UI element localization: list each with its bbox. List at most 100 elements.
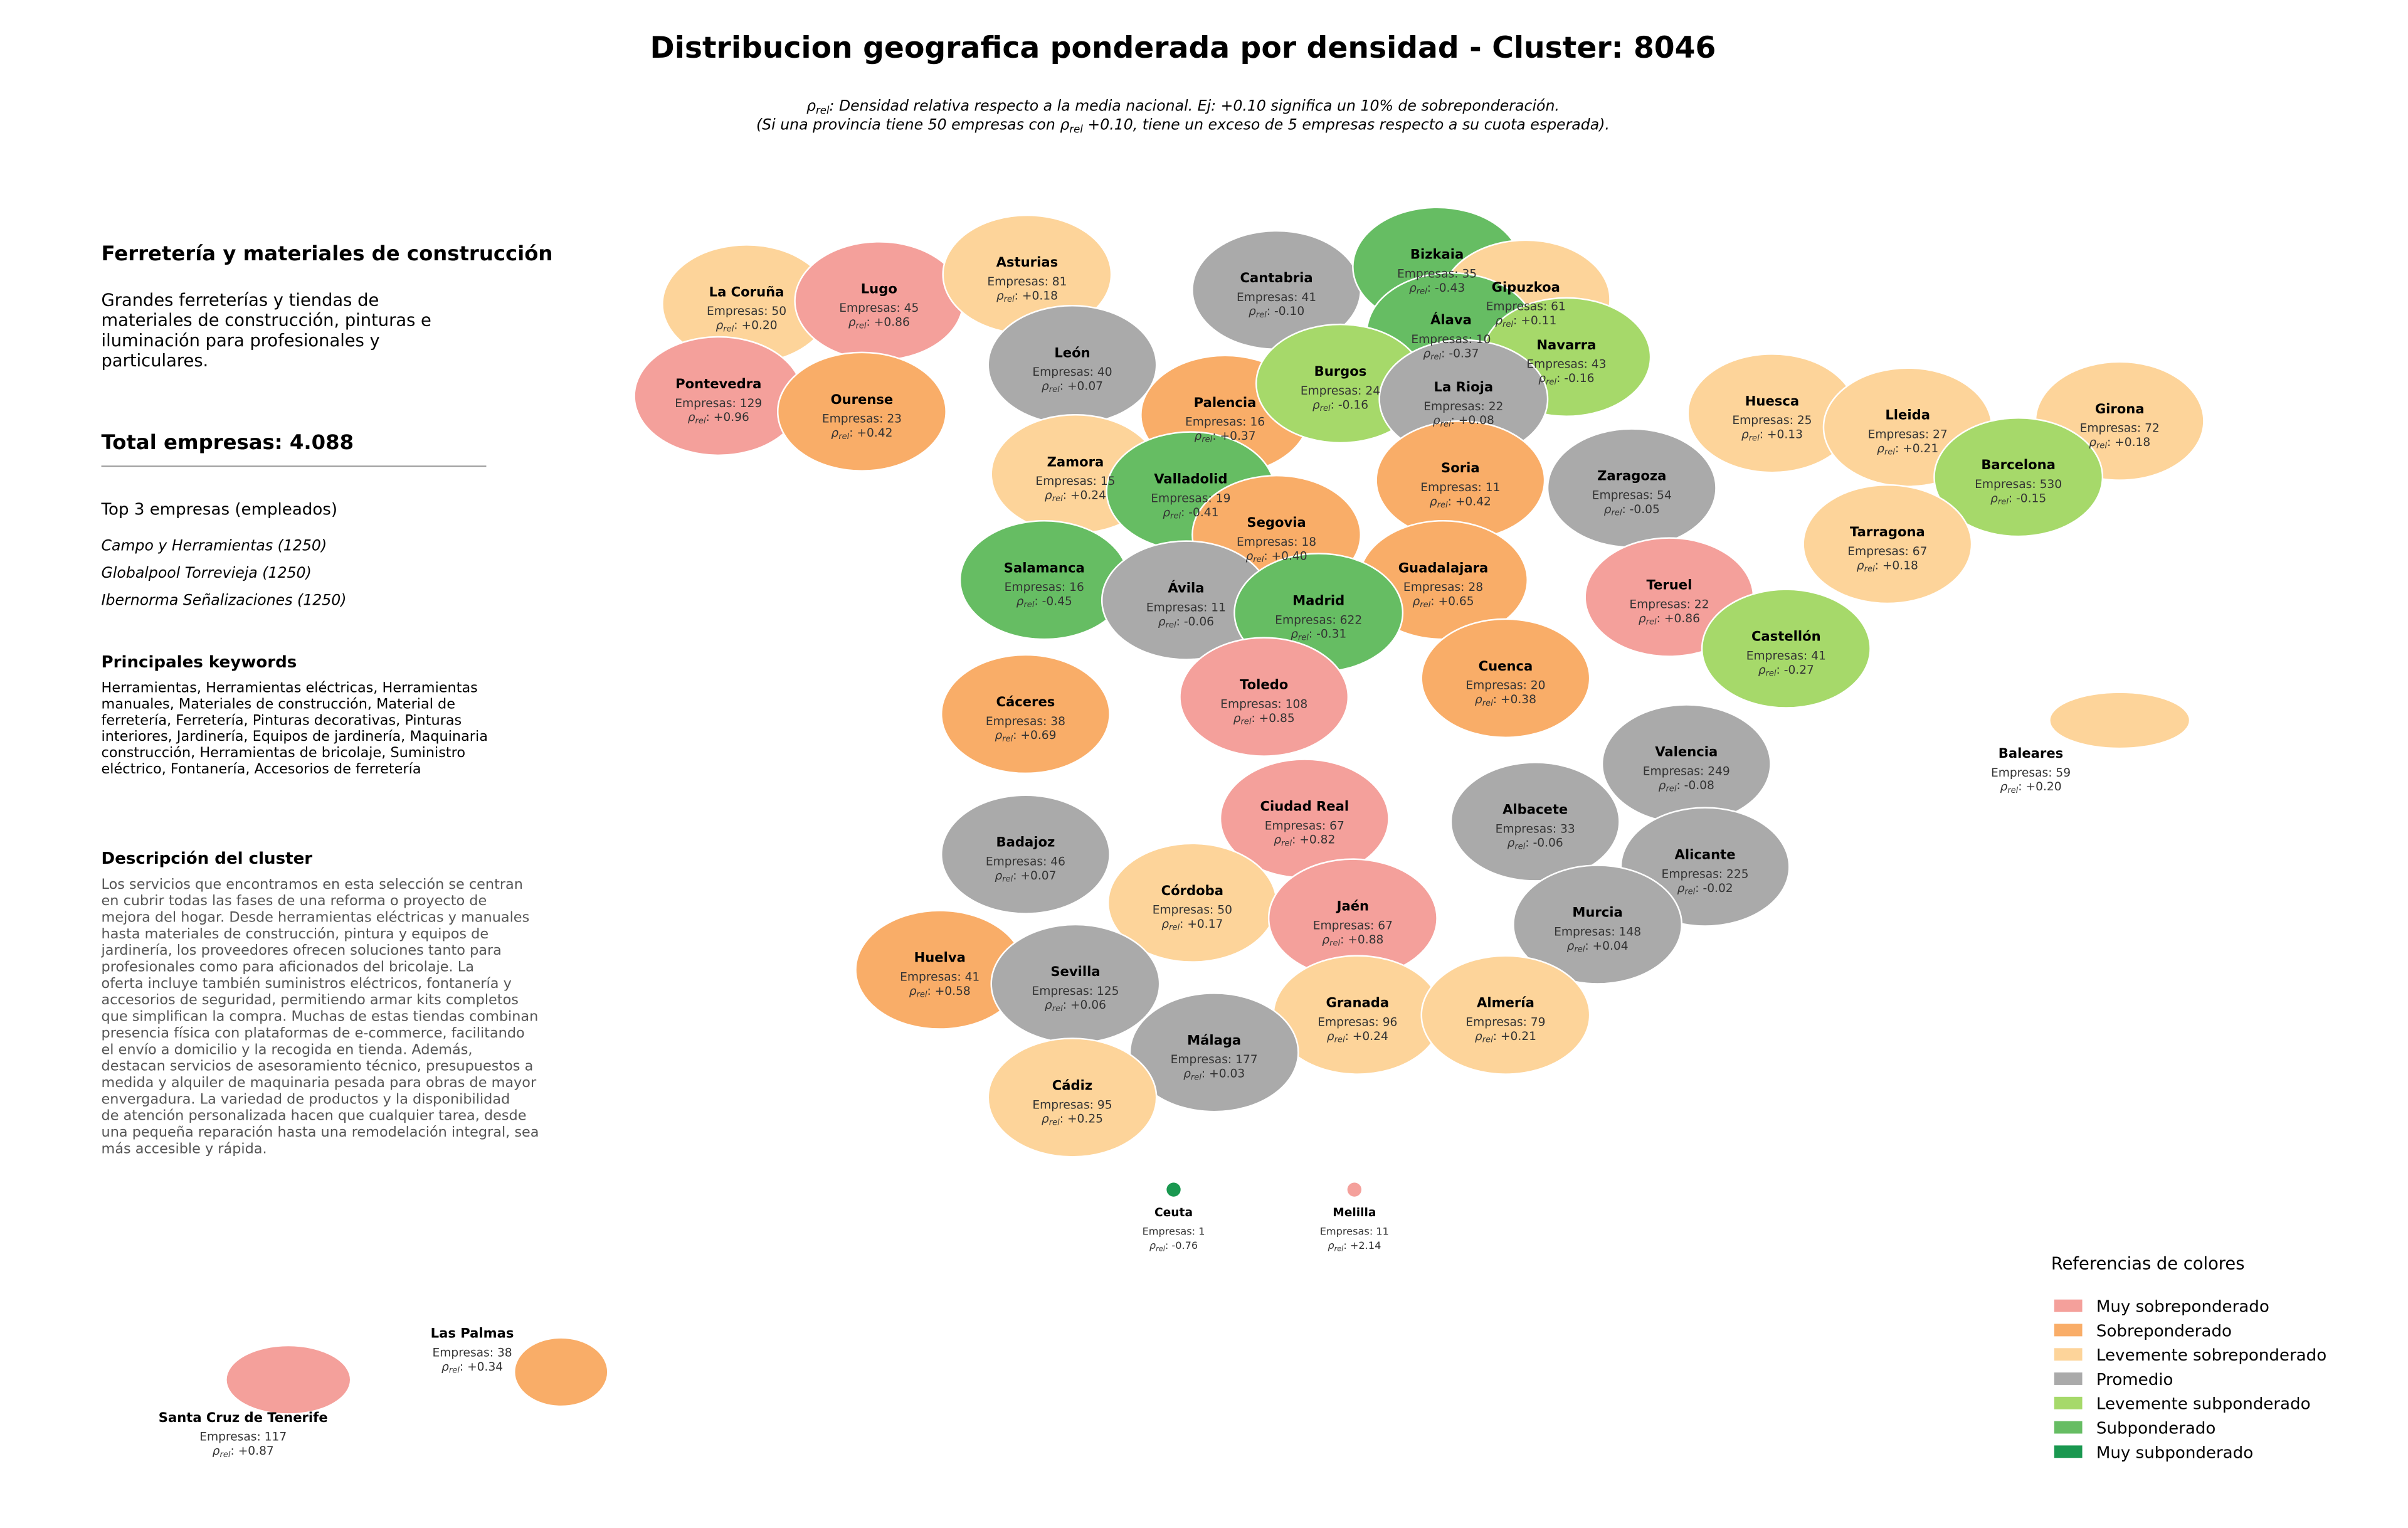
legend-label: Subponderado (2096, 1419, 2215, 1438)
rho-sub: rel (1437, 501, 1448, 510)
province-rho: ρrel: +0.86 (848, 316, 910, 331)
province-shape (1601, 704, 1772, 824)
panel-line: destacan servicios de asesoramiento técn… (102, 1058, 534, 1074)
rho-sep: : (1013, 869, 1020, 883)
rho-sub: rel (1666, 784, 1676, 793)
panel-line: presencia física con plataformas de e-co… (102, 1025, 525, 1041)
panel-line: una pequeña reparación hasta una remodel… (102, 1124, 539, 1140)
province-rho: ρrel: +0.86 (1639, 612, 1700, 627)
rho-sep: : (1493, 1030, 1501, 1043)
rho-sub: rel (1514, 842, 1525, 851)
rho-sep: : (1212, 430, 1220, 443)
rho-sep: : (1777, 664, 1784, 677)
rho-sub: rel (220, 1450, 231, 1460)
rho-sep: : (1165, 1239, 1172, 1251)
province-name: Cantabria (1240, 270, 1313, 285)
province-count: Empresas: 117 (199, 1431, 287, 1444)
province-count: Empresas: 530 (1975, 478, 2062, 491)
province-name: Lugo (861, 280, 897, 296)
rho-symbol: ρ (1508, 837, 1515, 850)
province-rho: ρrel: -0.05 (1604, 503, 1660, 518)
rho-sub: rel (1482, 699, 1493, 708)
province-count: Empresas: 54 (1592, 489, 1672, 502)
rho-value: +0.21 (1501, 1030, 1536, 1043)
panel-line: en cubrir todas las fases de una reforma… (102, 893, 487, 909)
rho-sub: rel (1320, 404, 1331, 413)
rho-value: +0.65 (1438, 595, 1474, 608)
province-rho: ρrel: -0.08 (1659, 779, 1714, 794)
province-rho: ρrel: +0.34 (441, 1361, 503, 1376)
rho-sub: rel (1049, 385, 1060, 395)
rho-sub: rel (1420, 600, 1430, 610)
province-rho: ρrel: +0.18 (2089, 436, 2150, 451)
province-count: Empresas: 22 (1423, 400, 1503, 413)
rho-sep: : (1181, 506, 1188, 519)
rho-sep: : (1267, 305, 1274, 318)
panel-line: medida y alquiler de maquinaria pesada p… (102, 1074, 537, 1091)
province-shape (987, 305, 1158, 425)
panel-line: Grandes ferreterías y tiendas de (102, 290, 379, 310)
note-text: +0.10, tiene un exceso de 5 empresas res… (1083, 115, 1610, 133)
panel-line: Campo y Herramientas (1250) (102, 536, 327, 554)
rho-sub: rel (1334, 1245, 1344, 1253)
panel-line: jardinería, los proveedores ofrecen solu… (101, 942, 502, 958)
rho-sub: rel (1004, 295, 1015, 304)
rho-sep: : (2018, 780, 2025, 793)
legend-label: Levemente sobreponderado (2096, 1346, 2326, 1365)
shapes (225, 206, 2205, 1415)
rho-sub: rel (1430, 353, 1441, 362)
province-count: Empresas: 79 (1465, 1016, 1545, 1029)
province-rho: ρrel: +0.21 (1475, 1030, 1536, 1045)
rho-symbol: ρ (1409, 282, 1417, 295)
province-name: Málaga (1187, 1032, 1241, 1048)
rho-symbol: ρ (1045, 489, 1052, 502)
province-count: Empresas: 177 (1171, 1053, 1258, 1066)
rho-sub: rel (1169, 923, 1180, 933)
province-name: Ourense (831, 391, 894, 407)
rho-sep: : (734, 319, 741, 332)
rho-sub: rel (1884, 448, 1895, 457)
rho-sep: : (1760, 428, 1767, 442)
province-name: Cádiz (1052, 1077, 1092, 1093)
legend-label: Muy sobreponderado (2096, 1298, 2269, 1317)
province-name: Valladolid (1154, 471, 1227, 487)
province-name: Burgos (1314, 363, 1367, 379)
province-rho: ρrel: +0.82 (1274, 834, 1335, 849)
panel-line: profesionales como para aficionados del … (102, 959, 474, 975)
rho-symbol: ρ (806, 97, 816, 115)
description-title: Descripción del cluster (102, 849, 313, 868)
rho-value: +0.07 (1020, 869, 1056, 883)
top-title: Top 3 empresas (empleados) (101, 500, 338, 519)
province-count: Empresas: 15 (1035, 475, 1115, 488)
rho-value: -0.43 (1435, 282, 1465, 295)
province-shape (1546, 428, 1717, 548)
rho-symbol: ρ (213, 1445, 220, 1458)
rho-value: +0.18 (2115, 436, 2150, 449)
rho-sep: : (1013, 729, 1020, 742)
rho-symbol: ρ (1161, 918, 1169, 931)
province-rho: ρrel: -0.10 (1249, 305, 1304, 320)
province-name: Castellón (1751, 629, 1821, 644)
rho-symbol: ρ (1322, 933, 1329, 947)
panel-line: mejora del hogar. Desde herramientas elé… (102, 910, 530, 926)
rho-value: -0.08 (1684, 779, 1714, 792)
province-count: Empresas: 22 (1629, 598, 1709, 611)
province-label: Castellón Empresas: 41 ρrel: -0.27 (1746, 629, 1826, 679)
legend-swatch (2054, 1372, 2083, 1385)
rho-sub: rel (1023, 600, 1034, 610)
rho-value: -0.15 (2016, 492, 2046, 505)
rho-value: -0.05 (1630, 503, 1660, 516)
rho-sub: rel (1069, 123, 1083, 135)
rho-symbol: ρ (1877, 442, 1884, 455)
rho-sep: : (1493, 693, 1501, 706)
rho-sub: rel (2007, 786, 2018, 795)
rho-symbol: ρ (1291, 628, 1298, 641)
